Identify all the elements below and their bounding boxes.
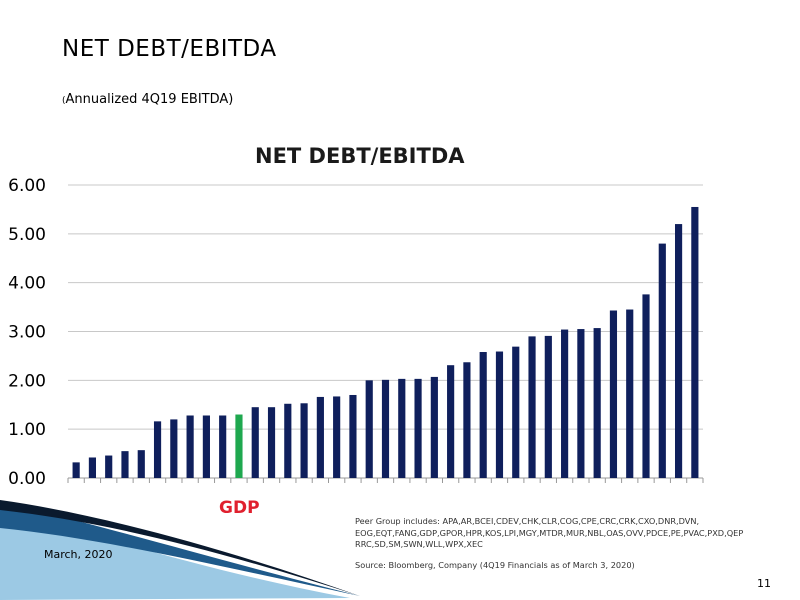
bar <box>479 352 487 478</box>
page-number: 11 <box>757 577 771 590</box>
swoosh-dark-band <box>0 502 360 596</box>
bar <box>121 451 129 478</box>
bar <box>333 396 341 478</box>
bar <box>219 415 227 478</box>
bar-chart: 0.00 1.00 2.00 3.00 4.00 5.00 6.00 <box>8 176 704 489</box>
bar <box>463 362 471 478</box>
bar-series <box>72 206 699 478</box>
bar <box>577 329 585 478</box>
peer-group-note: Peer Group includes: APA,AR,BCEI,CDEV,CH… <box>355 516 744 549</box>
bar <box>544 335 552 478</box>
bar <box>430 376 438 478</box>
source-note: Source: Bloomberg, Company (4Q19 Financi… <box>355 560 635 570</box>
bar <box>626 309 634 478</box>
date-label: March, 2020 <box>44 548 113 561</box>
bar <box>381 379 390 478</box>
y-tick-label: 3.00 <box>8 323 46 343</box>
bar <box>137 450 145 478</box>
y-tick-label: 1.00 <box>8 420 46 440</box>
bar <box>642 294 650 478</box>
bar <box>609 310 618 478</box>
highlight-label-gdp: GDP <box>219 498 260 518</box>
bar <box>561 329 569 478</box>
y-tick-label: 6.00 <box>8 176 46 196</box>
bar <box>691 206 699 478</box>
bar <box>512 346 520 478</box>
bar <box>528 336 536 478</box>
bar <box>674 224 683 478</box>
chart-title: NET DEBT/EBITDA <box>255 144 465 168</box>
y-tick-label: 5.00 <box>8 225 46 245</box>
bar <box>88 457 97 478</box>
y-tick-label: 4.00 <box>8 274 46 294</box>
bar <box>593 328 601 478</box>
bar-gdp <box>235 414 243 478</box>
bar <box>105 455 113 478</box>
subtitle-open-paren: ( <box>62 96 66 106</box>
bar <box>365 380 373 478</box>
decorative-swoosh <box>0 500 360 600</box>
bar <box>284 403 292 478</box>
y-axis-ticks: 0.00 1.00 2.00 3.00 4.00 5.00 6.00 <box>8 176 46 489</box>
y-tick-label: 0.00 <box>8 469 46 489</box>
bar <box>300 403 308 478</box>
swoosh-light-band <box>0 508 350 600</box>
swoosh-black-band <box>0 500 360 596</box>
slide-title: NET DEBT/EBITDA <box>62 36 277 62</box>
bar <box>251 407 259 478</box>
bar <box>495 351 504 478</box>
bar <box>316 396 324 478</box>
bar <box>170 419 178 478</box>
subtitle-text: Annualized 4Q19 EBITDA) <box>65 92 234 107</box>
y-tick-label: 2.00 <box>8 371 46 391</box>
bar <box>153 421 162 478</box>
slide-subtitle: (Annualized 4Q19 EBITDA) <box>62 92 233 107</box>
x-axis-ticks <box>67 478 704 483</box>
bar <box>658 243 666 478</box>
bar <box>186 415 194 478</box>
bar <box>349 394 357 478</box>
bar <box>267 407 276 478</box>
bar <box>202 415 210 478</box>
bar <box>447 365 455 478</box>
bar <box>72 462 80 478</box>
bar <box>414 378 422 478</box>
bar <box>398 378 406 478</box>
